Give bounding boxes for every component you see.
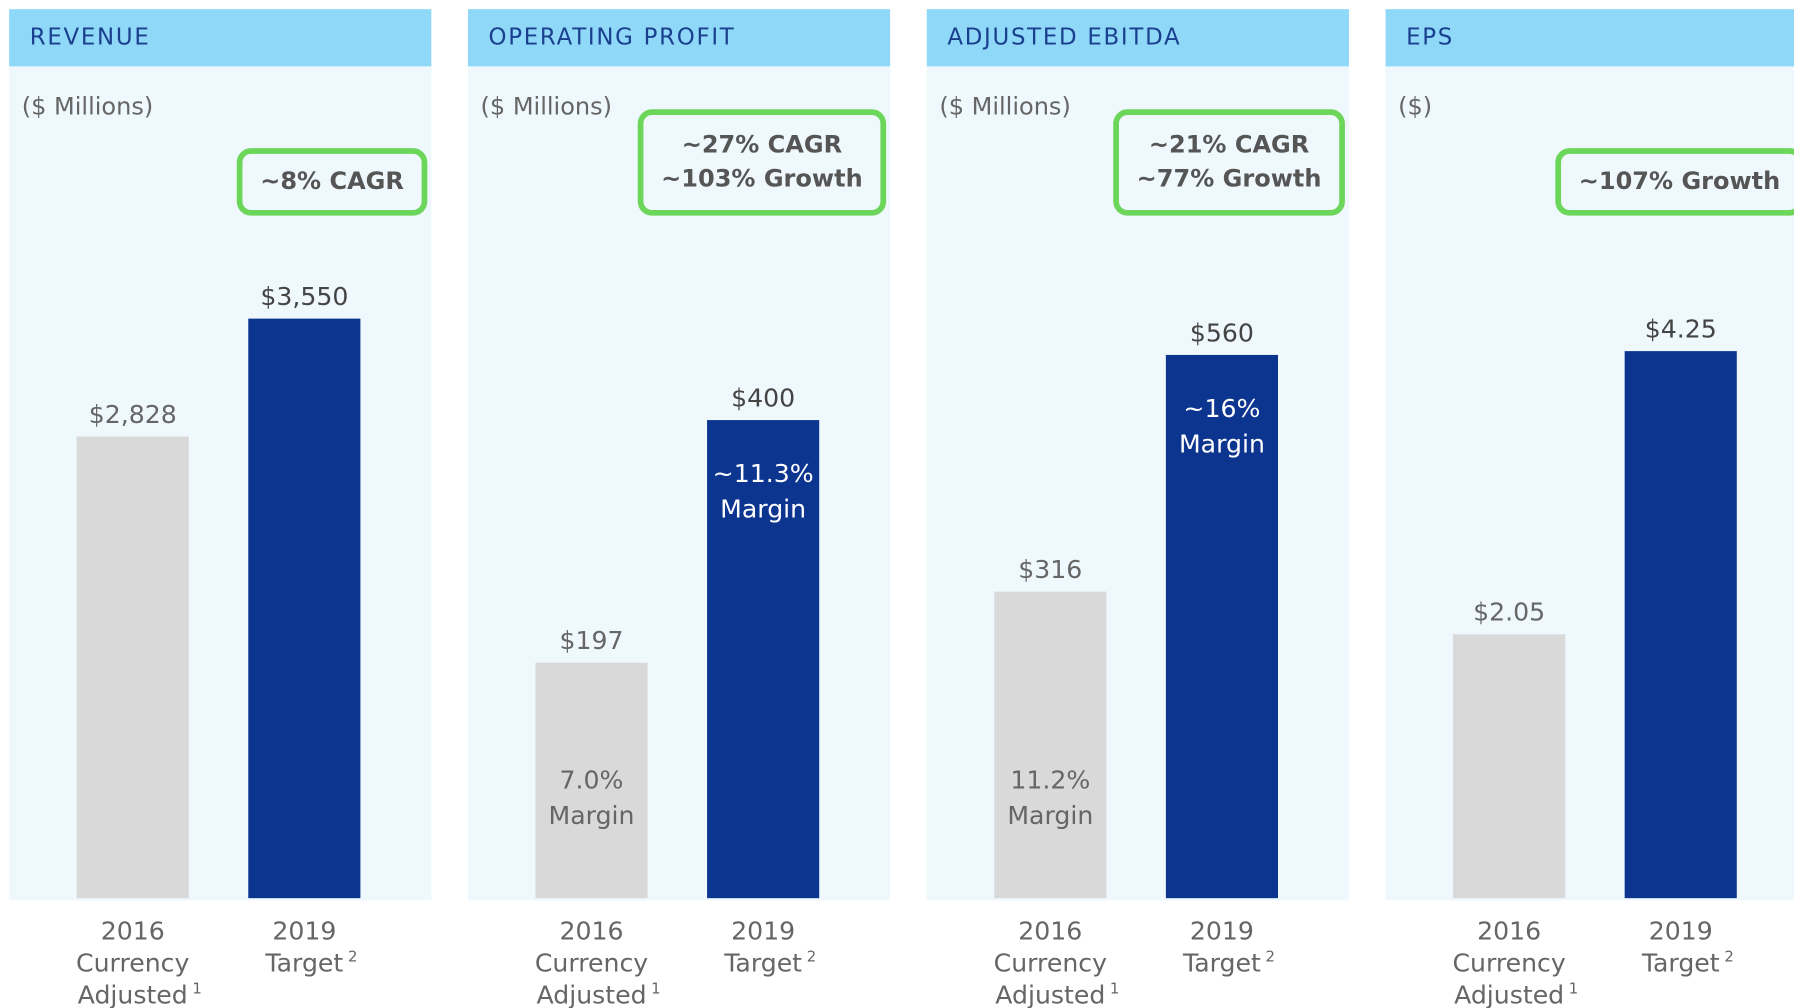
panel-subtitle: ($) [1398,93,1432,121]
bar [1624,351,1737,899]
value-label: $400 [731,383,795,412]
bar [1453,634,1566,899]
bar-note: 7.0% Margin [549,765,635,829]
panel-header [9,9,432,67]
callout-text: ~77% Growth [1137,165,1322,193]
callout-text: ~21% CAGR [1149,130,1310,158]
panel-header [467,9,891,67]
callout-text: ~8% CAGR [260,167,404,195]
panel-title: ADJUSTED EBITDA [947,24,1181,50]
bar [76,436,189,899]
value-label: $2.05 [1473,598,1545,627]
category-footnote: 1 [1569,980,1578,998]
category-footnote: 1 [651,980,660,998]
category-label: 2019 Target [1182,916,1261,977]
category-label: 2016 Currency Adjusted [994,916,1107,1008]
value-label: $197 [560,626,624,655]
category-footnote: 2 [1266,948,1275,966]
category-label: 2019 Target [1641,916,1720,977]
value-label: $2,828 [89,400,177,429]
panel-title: EPS [1406,24,1454,50]
category-label: 2016 Currency Adjusted [1452,916,1565,1008]
category-label: 2016 Currency Adjusted [535,916,648,1008]
panel-title: REVENUE [30,24,151,50]
value-label: $316 [1018,555,1082,584]
callout-text: ~103% Growth [661,165,863,193]
callout-box [236,148,428,216]
category-label: 2019 Target [723,916,802,977]
bar [1165,354,1278,899]
value-label: $3,550 [260,282,348,311]
panel-subtitle: ($ Millions) [22,93,154,121]
panel-title: OPERATING PROFIT [489,24,736,50]
callout: ~8% CAGR [236,148,428,216]
callout-text: ~27% CAGR [682,130,843,158]
callout: ~107% Growth [1555,148,1794,216]
bar [535,662,648,899]
bar-note: 11.2% Margin [1007,765,1093,829]
callout-box [1113,109,1345,216]
value-label: $560 [1190,318,1254,347]
bar [248,318,361,899]
category-footnote: 2 [807,948,816,966]
bar [994,591,1107,899]
bar [707,420,820,899]
panel-header [926,9,1349,67]
category-label: 2016 Currency Adjusted [76,916,189,1008]
category-label: 2019 Target [264,916,343,977]
panel-subtitle: ($ Millions) [481,93,613,121]
callout: ~27% CAGR ~103% Growth [637,109,887,216]
category-footnote: 2 [1724,948,1733,966]
panel-subtitle: ($ Millions) [939,93,1071,121]
bar-note: ~16% Margin [1179,394,1265,458]
value-label: $4.25 [1645,315,1717,344]
category-footnote: 1 [192,980,201,998]
callout-box [637,109,887,216]
panel-header [1385,9,1794,67]
callout-box [1555,148,1794,216]
bar-note: ~11.3% Margin [713,459,814,523]
callout: ~21% CAGR ~77% Growth [1113,109,1345,216]
category-footnote: 2 [348,948,357,966]
callout-text: ~107% Growth [1579,167,1781,195]
category-footnote: 1 [1110,980,1119,998]
